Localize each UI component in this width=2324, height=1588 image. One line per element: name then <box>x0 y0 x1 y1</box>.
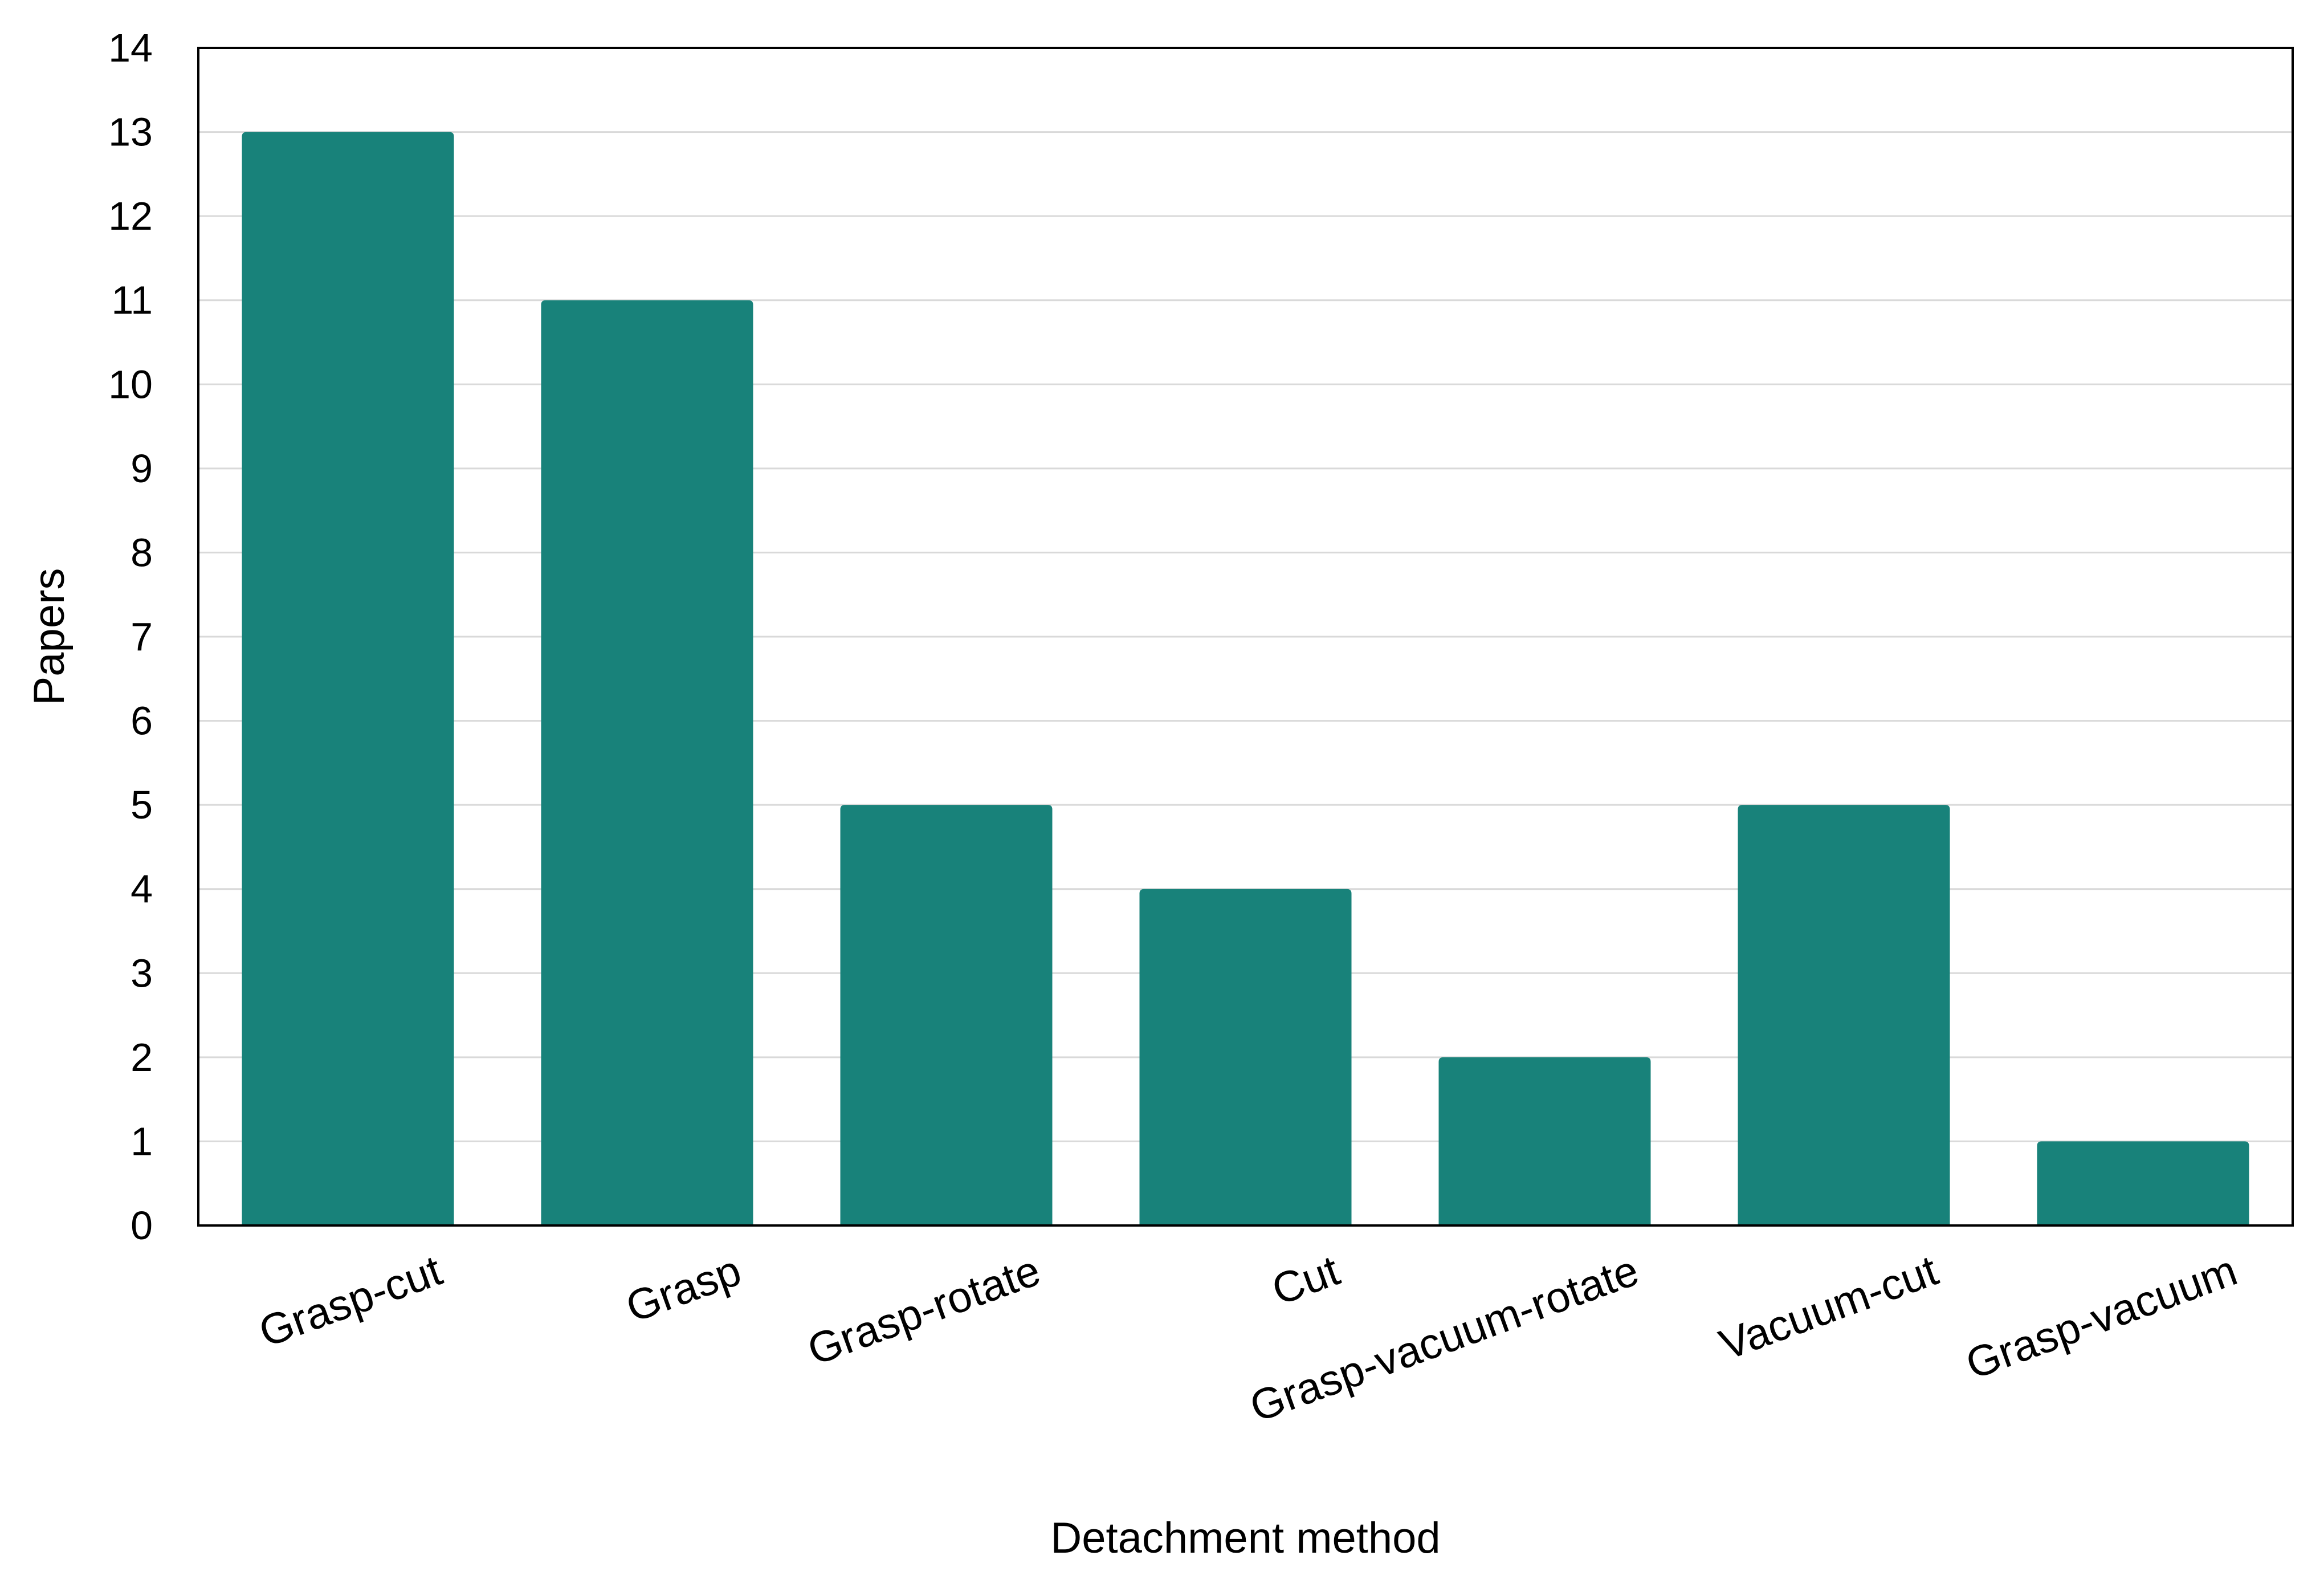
x-category-label: Grasp-rotate <box>801 1246 1046 1375</box>
bar-grasp-vacuum <box>2037 1141 2249 1225</box>
y-tick-label: 9 <box>131 446 153 491</box>
bars <box>242 132 2249 1226</box>
bar-grasp-vacuum-rotate <box>1438 1057 1651 1225</box>
y-tick-label: 14 <box>108 26 153 70</box>
x-axis-title: Detachment method <box>1050 1514 1440 1562</box>
y-tick-label: 2 <box>131 1035 153 1080</box>
y-tick-label: 1 <box>131 1119 153 1163</box>
x-category-label: Vacuum-cut <box>1713 1246 1944 1370</box>
y-tick-label: 6 <box>131 699 153 743</box>
y-tick-label: 7 <box>131 614 153 659</box>
x-category-label: Grasp-vacuum <box>1960 1246 2243 1389</box>
x-category-label: Grasp <box>620 1246 748 1332</box>
y-axis-title: Papers <box>25 568 74 706</box>
bar-grasp-cut <box>242 132 454 1226</box>
y-tick-label: 0 <box>131 1203 153 1248</box>
bar-grasp-rotate <box>840 805 1053 1225</box>
y-tick-label: 10 <box>108 362 153 406</box>
y-tick-label: 5 <box>131 783 153 827</box>
y-tick-label: 12 <box>108 194 153 238</box>
plot-frame <box>197 47 2294 1227</box>
x-axis-categories: Grasp-cut Grasp Grasp-rotate Cut Grasp-vacuu… <box>253 1246 2244 1431</box>
x-category-label: Grasp-cut <box>253 1246 449 1357</box>
bar-vacuum-cut <box>1738 805 1950 1225</box>
y-tick-label: 8 <box>131 530 153 575</box>
x-category-label: Cut <box>1266 1246 1346 1314</box>
y-tick-label: 11 <box>111 278 153 323</box>
y-tick-label: 13 <box>108 110 153 154</box>
y-tick-label: 4 <box>131 867 153 911</box>
bar-grasp <box>541 300 753 1225</box>
y-tick-label: 3 <box>131 951 153 995</box>
bar-cut <box>1139 889 1352 1225</box>
